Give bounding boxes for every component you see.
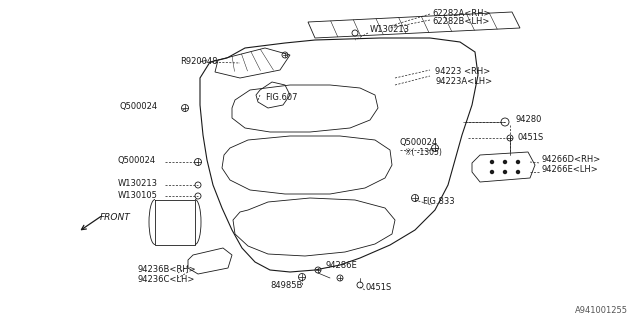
Text: 62282B<LH>: 62282B<LH> (432, 18, 490, 27)
Text: Q500024: Q500024 (400, 139, 438, 148)
Text: W130105: W130105 (118, 191, 158, 201)
Text: A941001255: A941001255 (575, 306, 628, 315)
Circle shape (516, 171, 520, 173)
Text: R920048: R920048 (180, 58, 218, 67)
Text: 94280: 94280 (515, 116, 541, 124)
Circle shape (490, 161, 493, 164)
Text: W130213: W130213 (118, 179, 158, 188)
Text: 62282A<RH>: 62282A<RH> (432, 10, 490, 19)
Circle shape (490, 171, 493, 173)
Text: 94266D<RH>: 94266D<RH> (542, 156, 601, 164)
Text: 94266E<LH>: 94266E<LH> (542, 165, 599, 174)
Text: FIG.833: FIG.833 (422, 197, 454, 206)
Text: 94236B<RH>: 94236B<RH> (138, 266, 196, 275)
Text: Q500024: Q500024 (118, 156, 156, 164)
Text: 0451S: 0451S (365, 284, 391, 292)
Text: 0451S: 0451S (518, 133, 544, 142)
Text: ※( -1305): ※( -1305) (405, 148, 442, 157)
Circle shape (516, 161, 520, 164)
Text: FIG.607: FIG.607 (265, 92, 298, 101)
Circle shape (504, 161, 506, 164)
Text: 94223 <RH>: 94223 <RH> (435, 68, 490, 76)
Text: Q500024: Q500024 (120, 101, 158, 110)
Text: 94286E: 94286E (325, 260, 356, 269)
Text: 84985B: 84985B (270, 281, 302, 290)
Text: FRONT: FRONT (100, 213, 131, 222)
Text: 94236C<LH>: 94236C<LH> (138, 276, 195, 284)
Text: 94223A<LH>: 94223A<LH> (435, 77, 492, 86)
Text: W130213: W130213 (370, 26, 410, 35)
Circle shape (504, 171, 506, 173)
